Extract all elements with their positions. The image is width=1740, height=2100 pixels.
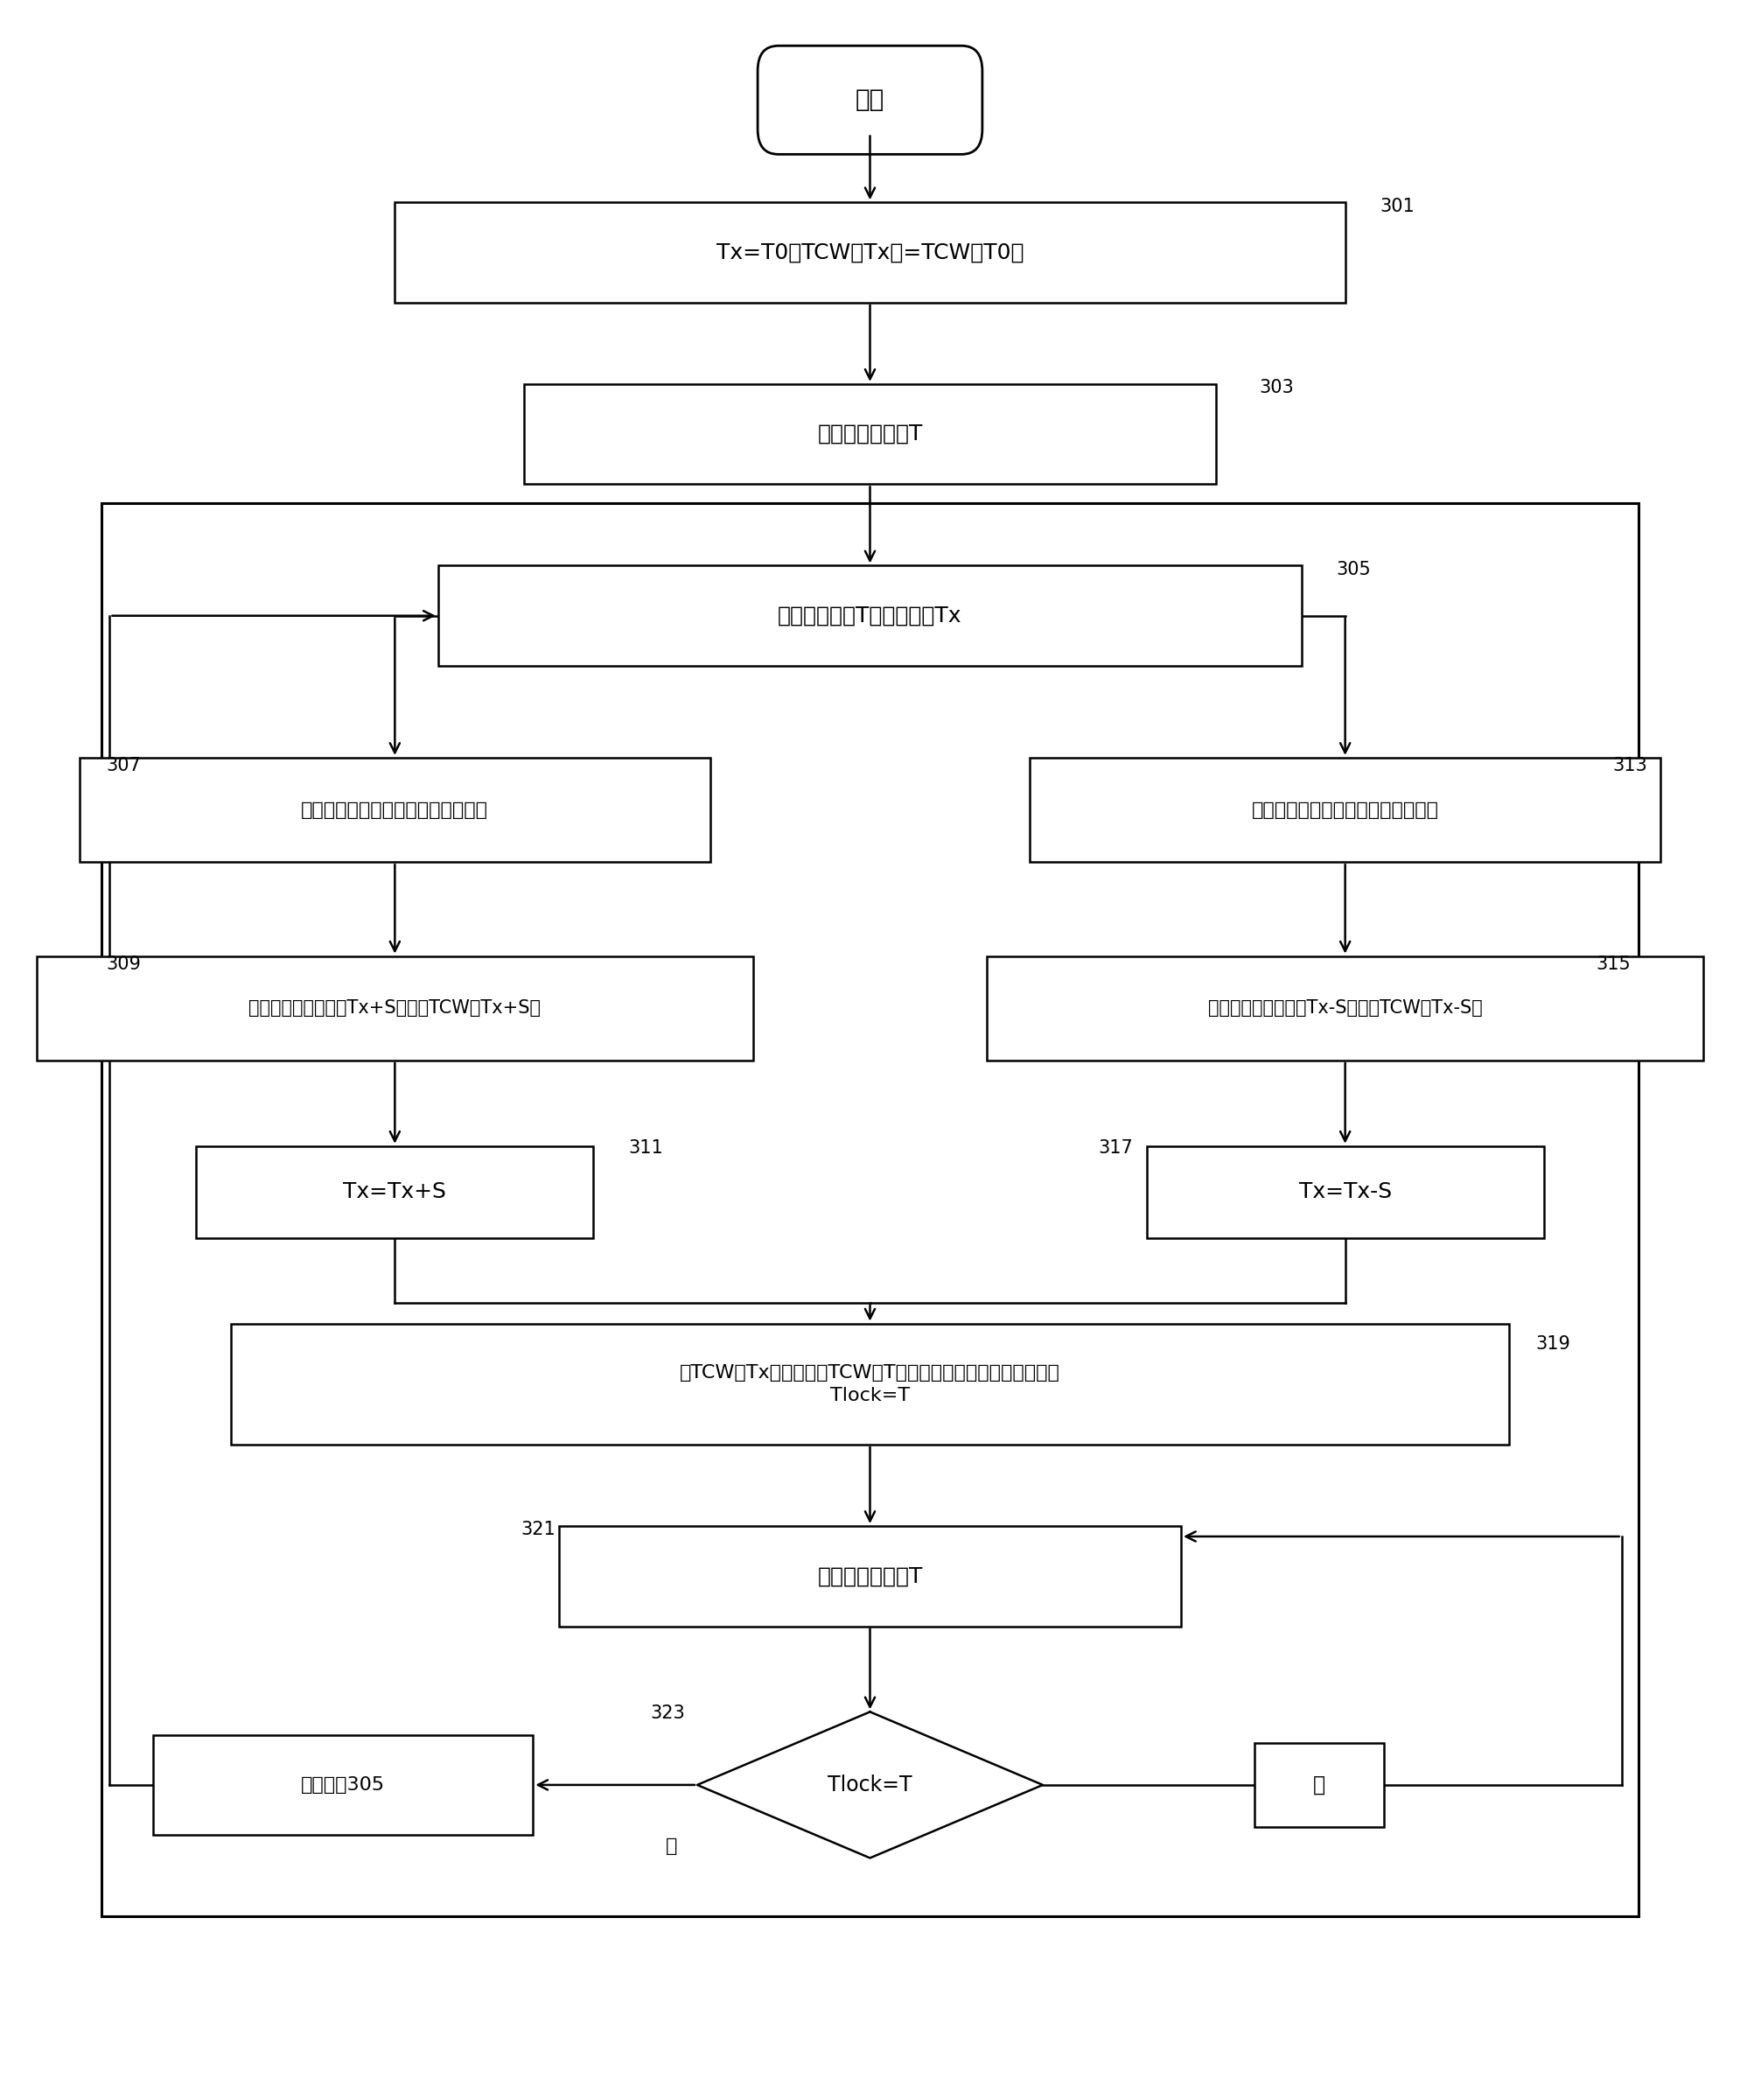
Text: 307: 307 xyxy=(106,756,141,775)
Text: Tx=T0、TCW（Tx）=TCW（T0）: Tx=T0、TCW（Tx）=TCW（T0） xyxy=(717,242,1023,262)
Text: 开始: 开始 xyxy=(856,88,884,111)
FancyBboxPatch shape xyxy=(1255,1743,1383,1827)
Polygon shape xyxy=(698,1711,1042,1858)
FancyBboxPatch shape xyxy=(80,758,710,863)
Text: 311: 311 xyxy=(628,1138,663,1157)
FancyBboxPatch shape xyxy=(1030,758,1660,863)
Text: 读取固定步长符号表中的下一符号位: 读取固定步长符号表中的下一符号位 xyxy=(301,800,489,819)
Text: 利TCW（Tx）插値得到TCW（T）并输出作为温度频率校正字；
Tlock=T: 利TCW（Tx）插値得到TCW（T）并输出作为温度频率校正字； Tlock=T xyxy=(680,1363,1060,1405)
Text: 315: 315 xyxy=(1596,956,1630,972)
Text: Tx=Tx-S: Tx=Tx-S xyxy=(1298,1182,1392,1203)
FancyBboxPatch shape xyxy=(987,956,1703,1060)
Text: 计算上一计算温度点Tx-S对应的TCW（Tx-S）: 计算上一计算温度点Tx-S对应的TCW（Tx-S） xyxy=(1208,1000,1482,1016)
FancyBboxPatch shape xyxy=(524,384,1216,485)
FancyBboxPatch shape xyxy=(153,1735,532,1835)
Text: 返回步骤305: 返回步骤305 xyxy=(301,1777,385,1793)
Text: 是: 是 xyxy=(1314,1774,1326,1796)
Text: 305: 305 xyxy=(1336,561,1371,578)
FancyBboxPatch shape xyxy=(231,1323,1509,1445)
Text: 计算下一计算温度点Tx+S对应的TCW（Tx+S）: 计算下一计算温度点Tx+S对应的TCW（Tx+S） xyxy=(249,1000,541,1016)
Text: 301: 301 xyxy=(1380,197,1415,214)
Text: 317: 317 xyxy=(1098,1138,1133,1157)
Text: Tx=Tx+S: Tx=Tx+S xyxy=(343,1182,447,1203)
FancyBboxPatch shape xyxy=(1147,1147,1543,1237)
FancyBboxPatch shape xyxy=(197,1147,593,1237)
Text: 303: 303 xyxy=(1258,378,1293,397)
Text: 309: 309 xyxy=(106,956,141,972)
Text: 读取固定步长符号表中的上一符号位: 读取固定步长符号表中的上一符号位 xyxy=(1251,800,1439,819)
FancyBboxPatch shape xyxy=(395,202,1345,302)
FancyBboxPatch shape xyxy=(757,46,983,153)
Text: 321: 321 xyxy=(520,1520,555,1539)
FancyBboxPatch shape xyxy=(37,956,753,1060)
FancyBboxPatch shape xyxy=(438,565,1302,666)
FancyBboxPatch shape xyxy=(559,1527,1181,1625)
Text: 313: 313 xyxy=(1613,756,1648,775)
Text: 读取数字温度値T: 读取数字温度値T xyxy=(818,1567,922,1588)
Text: Tlock=T: Tlock=T xyxy=(828,1774,912,1796)
Text: 读取当前温度値T: 读取当前温度値T xyxy=(818,424,922,445)
Text: 否: 否 xyxy=(665,1838,677,1854)
Text: 323: 323 xyxy=(651,1705,686,1722)
Text: 比较当前温度T与计算温度Tx: 比较当前温度T与计算温度Tx xyxy=(778,605,962,626)
Text: 319: 319 xyxy=(1535,1336,1569,1352)
